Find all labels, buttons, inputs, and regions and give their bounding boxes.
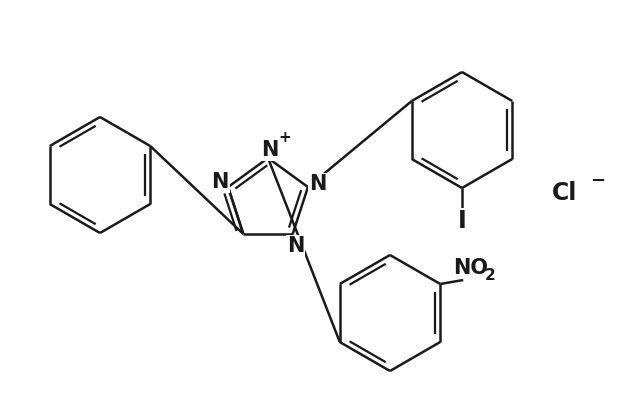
Text: N: N	[261, 140, 278, 160]
Text: NO: NO	[452, 258, 488, 278]
Text: Cl: Cl	[552, 181, 578, 205]
Text: N: N	[309, 174, 326, 194]
Text: 2: 2	[485, 268, 495, 283]
Text: N: N	[287, 236, 305, 256]
Text: I: I	[458, 209, 467, 233]
Text: +: +	[278, 131, 291, 145]
Text: −: −	[591, 172, 605, 190]
Text: N: N	[211, 172, 228, 192]
